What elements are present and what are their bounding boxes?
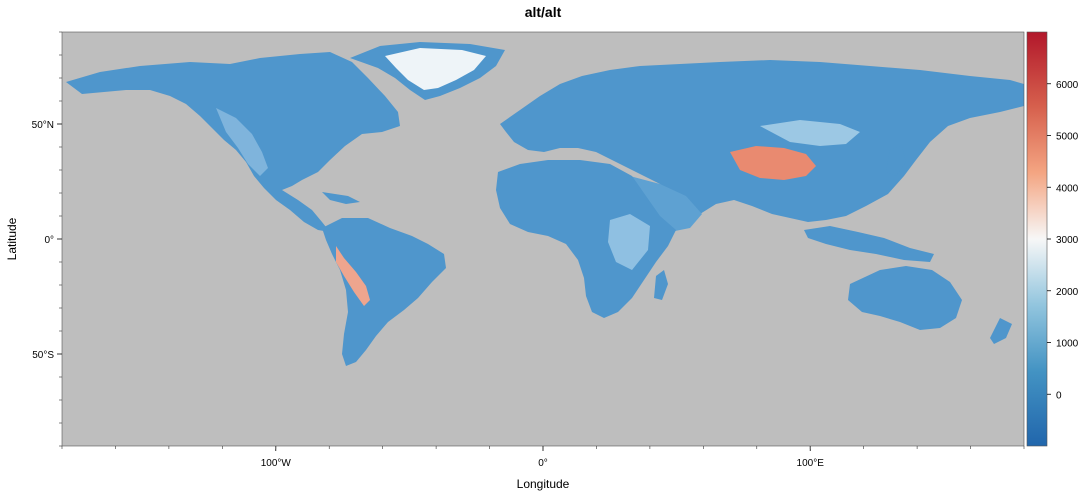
x-axis-minor-ticks <box>61 446 1025 449</box>
x-tick-label: 100°E <box>797 458 825 469</box>
andes-highlands <box>336 246 370 306</box>
africa-landmass <box>496 160 676 318</box>
x-axis-label: Longitude <box>517 477 570 491</box>
y-tick-label: 0° <box>44 235 54 246</box>
caribbean-islands <box>322 192 360 204</box>
japan-landmass <box>886 146 906 176</box>
x-tick-label: 0° <box>538 458 548 469</box>
east-africa-highlands <box>608 214 650 270</box>
y-axis-ticks: 50°N 0° 50°S <box>32 120 62 361</box>
colorbar-ticks: 0 1000 2000 3000 4000 5000 6000 <box>1047 80 1079 401</box>
colorbar <box>1026 31 1048 447</box>
north-america-landmass <box>66 52 400 232</box>
colorbar-tick-label: 4000 <box>1056 183 1079 194</box>
central-asia-highlands <box>760 120 860 146</box>
north-america-highlands <box>216 108 268 176</box>
colorbar-tick-label: 2000 <box>1056 287 1079 298</box>
tibetan-plateau <box>730 146 816 180</box>
madagascar-landmass <box>654 270 668 300</box>
x-tick-label: 100°W <box>261 458 292 469</box>
y-axis-minor-ticks <box>59 31 62 447</box>
x-axis-ticks: 100°W 0° 100°E <box>261 446 825 469</box>
landmasses <box>66 42 1024 366</box>
southeast-asia-islands <box>804 226 934 262</box>
colorbar-tick-label: 3000 <box>1056 235 1079 246</box>
map-title: alt/alt <box>524 4 562 20</box>
greenland-icecap <box>385 48 486 90</box>
y-tick-label: 50°S <box>32 350 54 361</box>
y-tick-label: 50°N <box>32 120 54 131</box>
colorbar-tick-label: 1000 <box>1056 339 1079 350</box>
south-america-landmass <box>322 218 446 366</box>
australia-landmass <box>848 266 962 330</box>
arabia-landmass <box>630 176 702 232</box>
colorbar-tick-label: 5000 <box>1056 132 1079 143</box>
new-zealand-landmass <box>990 318 1012 344</box>
eurasia-landmass <box>500 60 1024 222</box>
colorbar-tick-label: 0 <box>1056 390 1062 401</box>
y-axis-label: Latitude <box>5 217 19 260</box>
colorbar-tick-label: 6000 <box>1056 80 1079 91</box>
